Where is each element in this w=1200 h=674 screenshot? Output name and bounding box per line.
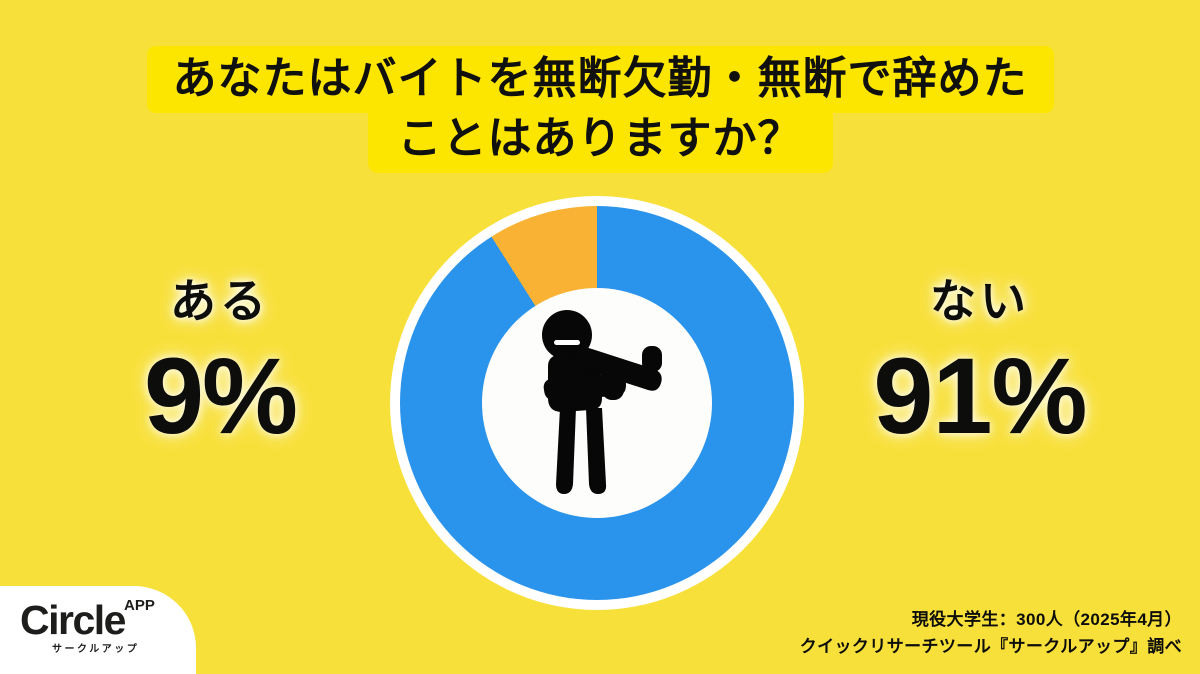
- page-title: あなたはバイトを無断欠勤・無断で辞めた ことはありますか？: [0, 46, 1200, 174]
- legend-left-arumu: ある 9%: [60, 278, 380, 450]
- title-line-2: ことはありますか？: [0, 106, 1200, 174]
- legend-left-percent: 9%: [143, 335, 298, 456]
- footnote-line-1: 現役大学生：300人（2025年4月）: [911, 610, 1182, 630]
- title-line-1-text: あなたはバイトを無断欠勤・無断で辞めた: [146, 46, 1054, 114]
- person-pointing-icon: [482, 288, 712, 518]
- brand-logo-subtitle: サークルアップ: [52, 644, 140, 655]
- brand-logo-badge: APP: [124, 597, 155, 614]
- legend-left-label: ある: [170, 275, 270, 327]
- title-line-1: あなたはバイトを無断欠勤・無断で辞めた: [0, 46, 1200, 114]
- title-line-2-text: ことはありますか？: [367, 106, 833, 174]
- footnote-line-2: クイックリサーチツール『サークルアップ』調べ: [799, 636, 1182, 656]
- brand-logo: Circle APP サークルアップ: [20, 597, 180, 660]
- donut-chart: [390, 196, 804, 610]
- brand-logo-wordmark: Circle: [20, 597, 126, 643]
- source-footnote: 現役大学生：300人（2025年4月） クイックリサーチツール『サークルアップ』…: [800, 607, 1182, 660]
- brand-logo-panel: Circle APP サークルアップ: [0, 586, 196, 674]
- legend-right-nai: ない 91%: [815, 278, 1145, 450]
- legend-right-percent: 91%: [873, 335, 1087, 456]
- legend-right-label: ない: [930, 275, 1030, 327]
